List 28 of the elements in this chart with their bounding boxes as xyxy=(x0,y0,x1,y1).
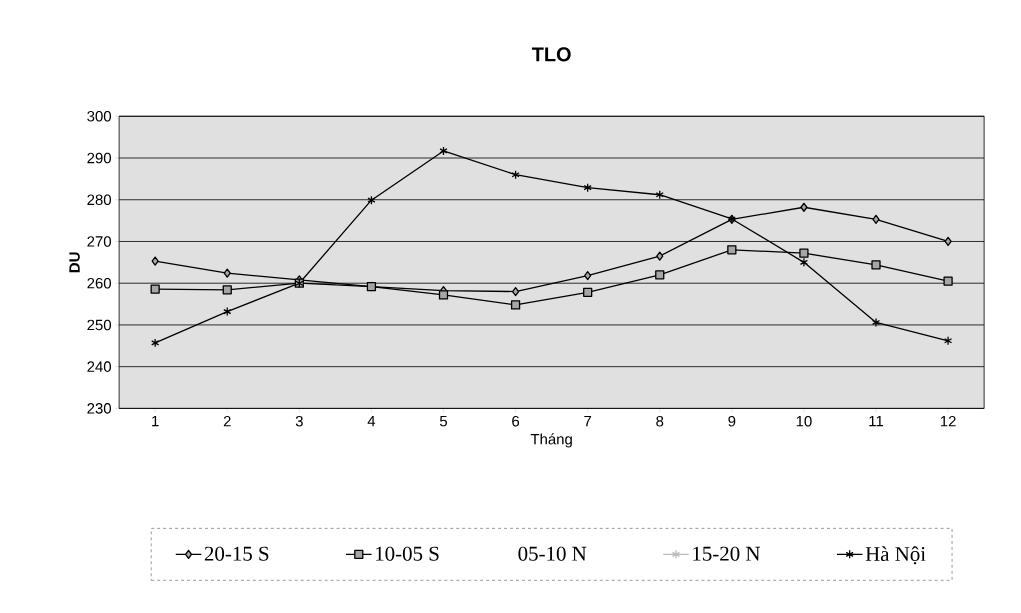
x-tick-label: 1 xyxy=(152,416,159,427)
legend-label: 20-15 S xyxy=(204,546,269,561)
y-axis-title: DU xyxy=(69,252,80,273)
x-tick-label: 5 xyxy=(439,416,448,427)
y-tick-label: 300 xyxy=(87,111,112,122)
y-tick-label: 230 xyxy=(87,403,112,414)
y-tick-label: 260 xyxy=(87,278,112,289)
x-tick-label: 6 xyxy=(512,416,520,427)
y-tick-label: 290 xyxy=(87,152,112,164)
y-tick-label: 270 xyxy=(87,236,112,247)
x-tick-label: 7 xyxy=(584,416,592,427)
legend-label: 10-05 S xyxy=(376,546,439,561)
y-tick-label: 240 xyxy=(87,361,112,373)
y-tick-label: 280 xyxy=(87,194,112,206)
x-tick-label: 9 xyxy=(728,416,736,427)
x-tick-label: 12 xyxy=(940,416,956,427)
x-tick-label: 8 xyxy=(656,416,664,427)
x-tick-label: 3 xyxy=(295,416,303,427)
x-tick-label: 11 xyxy=(869,416,884,427)
legend-label: Hà Nội xyxy=(865,546,926,565)
x-axis-title: Tháng xyxy=(530,433,572,448)
x-tick-label: 10 xyxy=(796,416,812,427)
chart-title: TLO xyxy=(531,47,571,62)
legend-label: 15-20 N xyxy=(693,546,761,561)
y-tick-label: 250 xyxy=(87,319,112,331)
x-tick-label: 4 xyxy=(367,416,376,427)
x-tick-label: 2 xyxy=(223,416,231,427)
text: 05-10 N xyxy=(518,546,587,561)
